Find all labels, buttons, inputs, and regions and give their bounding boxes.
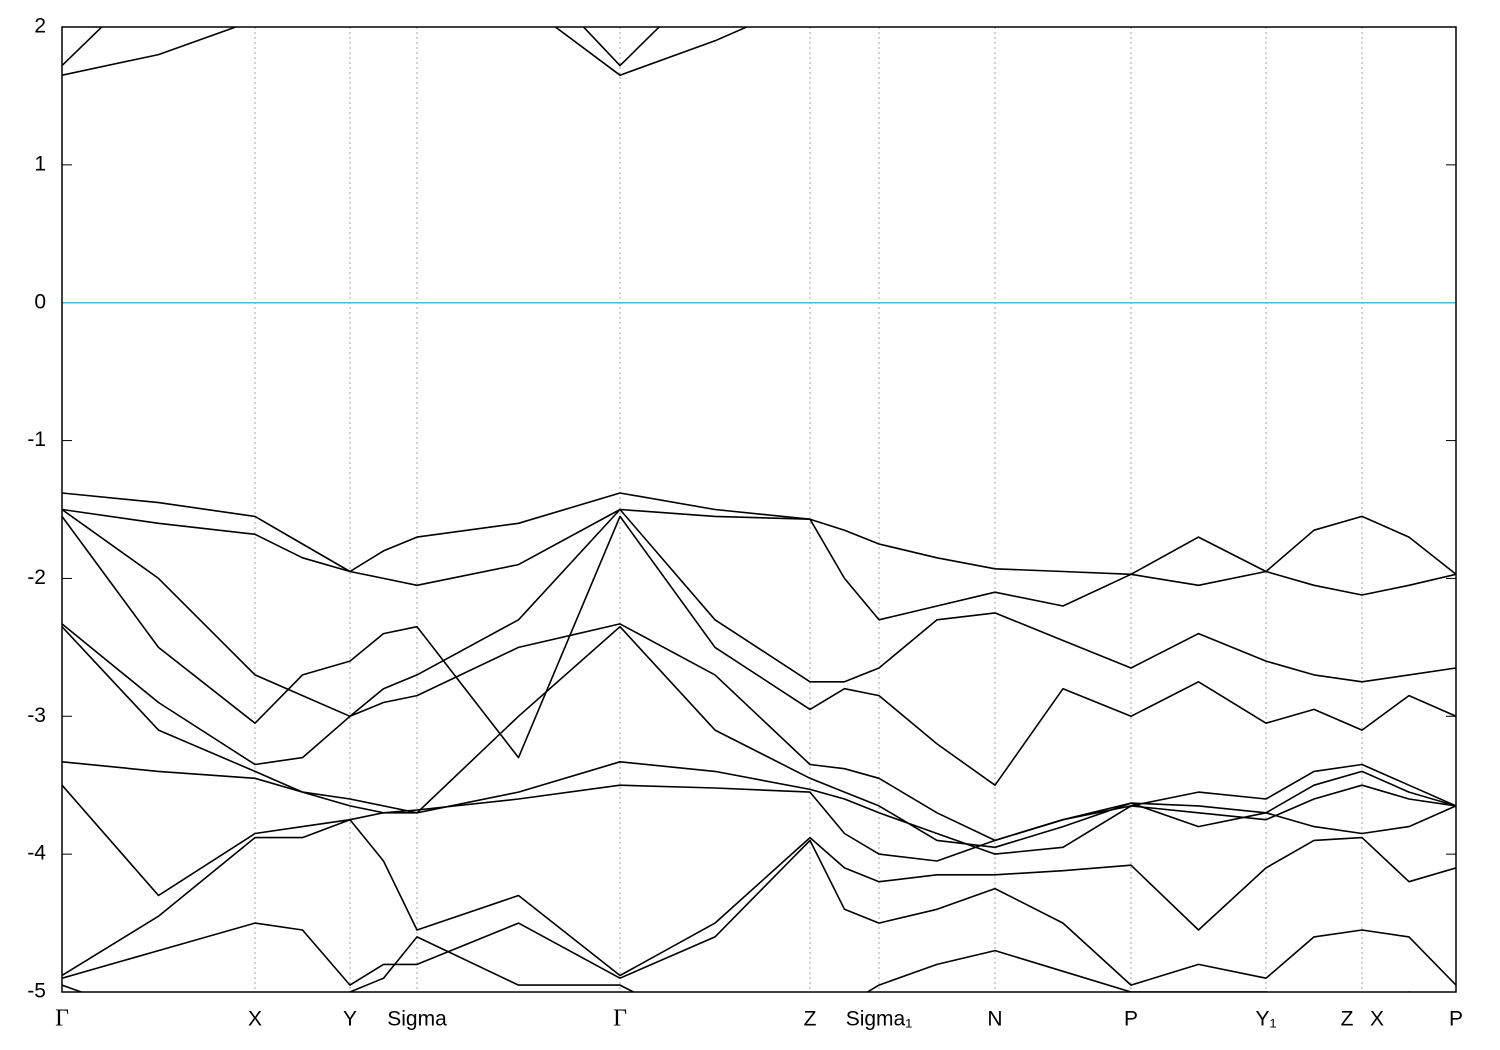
x-tick-label: Γ — [55, 1006, 69, 1032]
band-line — [62, 515, 1456, 786]
x-tick-label: X — [248, 1008, 262, 1031]
grid — [62, 26, 1456, 993]
bands — [62, 27, 1456, 992]
x-tick-label: N — [987, 1008, 1002, 1031]
band-line — [62, 508, 1456, 621]
x-tick-label: Y — [343, 1008, 357, 1031]
band-line — [62, 27, 749, 76]
band-line — [62, 818, 1456, 977]
x-tick-label: Γ — [613, 1006, 627, 1032]
band-line — [62, 27, 661, 67]
band-line — [62, 761, 1456, 855]
y-tick-label: 2 — [34, 15, 46, 38]
x-tick-label: P — [1449, 1008, 1463, 1031]
plot-frame — [61, 26, 1457, 993]
band-line — [62, 508, 1456, 718]
band-line — [62, 492, 1456, 576]
band-line — [62, 839, 1456, 986]
y-tick-label: -2 — [27, 566, 46, 589]
band-line — [62, 625, 1456, 849]
y-tick-label: 0 — [34, 290, 46, 313]
x-tick-label: P — [1124, 1008, 1138, 1031]
band-line — [62, 936, 1412, 992]
x-tick-label: Z — [1341, 1008, 1354, 1031]
y-tick-label: -1 — [27, 428, 46, 451]
x-tick-label: Y₁ — [1255, 1008, 1276, 1031]
band-line — [62, 784, 1456, 897]
x-tick-label: X — [1370, 1008, 1384, 1031]
y-tick-label: -5 — [27, 980, 46, 1003]
x-tick-label: Z — [804, 1008, 817, 1031]
y-tick-label: -4 — [27, 842, 46, 865]
y-tick-label: -3 — [27, 704, 46, 727]
y-tick-label: 1 — [34, 152, 46, 175]
x-tick-label: Sigma — [387, 1008, 447, 1031]
band-line — [62, 623, 1456, 842]
x-tick-label: Sigma₁ — [846, 1008, 913, 1031]
